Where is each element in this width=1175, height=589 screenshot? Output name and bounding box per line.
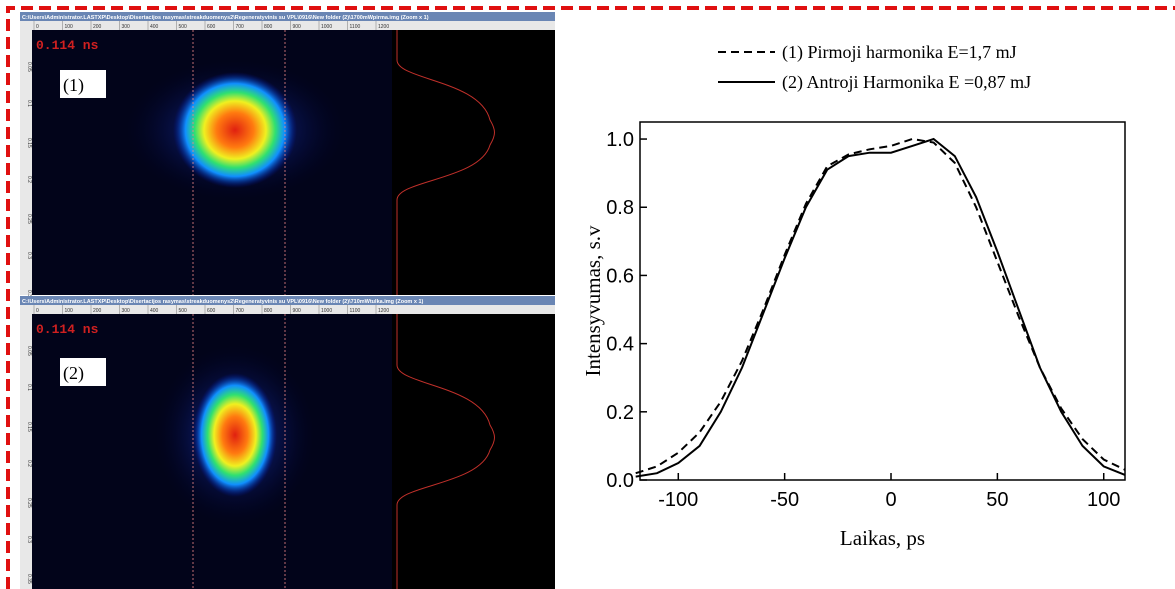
ruler-label: 200 bbox=[93, 308, 102, 314]
ruler-label: 300 bbox=[122, 308, 131, 314]
ruler-left-label: 0.15 bbox=[26, 138, 32, 148]
ruler-left-label: 0.2 bbox=[26, 176, 32, 183]
tag: (1) bbox=[63, 75, 84, 96]
ruler-label: 1100 bbox=[350, 24, 361, 30]
ruler-left-label: 0.25 bbox=[26, 498, 32, 508]
ruler-label: 0 bbox=[36, 308, 39, 314]
ruler-label: 700 bbox=[236, 308, 245, 314]
ruler-left-label: 0.2 bbox=[26, 460, 32, 467]
ruler bbox=[20, 305, 555, 314]
ruler-label: 400 bbox=[150, 308, 159, 314]
ruler-left-label: 0.35 bbox=[26, 290, 32, 300]
tag-box bbox=[60, 70, 106, 98]
ruler-label: 1000 bbox=[321, 24, 332, 30]
ruler-label: 900 bbox=[293, 24, 302, 30]
ruler-label: 0 bbox=[36, 24, 39, 30]
y-tick-label: 0.2 bbox=[606, 402, 634, 424]
ruler-left-label: 0.3 bbox=[26, 536, 32, 543]
ruler-left-label: 0.1 bbox=[26, 384, 32, 391]
beam bbox=[193, 373, 277, 497]
x-axis-label: Laikas, ps bbox=[840, 526, 925, 550]
x-tick-label: -50 bbox=[770, 489, 799, 511]
y-axis-label: Intensyvumas, s.v bbox=[581, 225, 605, 377]
ruler-left-label: 0.15 bbox=[26, 422, 32, 432]
streak-panel: C:\Users\Administrator.LASTXP\Desktop\Di… bbox=[20, 296, 555, 589]
ruler-left bbox=[20, 30, 32, 295]
ruler-left-label: 0.25 bbox=[26, 214, 32, 224]
line-series bbox=[635, 137, 1126, 478]
line-series bbox=[635, 137, 1126, 475]
ruler-label: 500 bbox=[179, 308, 188, 314]
y-tick-label: 0.8 bbox=[606, 197, 634, 219]
ruler-label: 900 bbox=[293, 308, 302, 314]
y-tick-label: 0.0 bbox=[606, 470, 634, 492]
time-label: 0.114 ns bbox=[36, 322, 99, 337]
ruler-label: 1200 bbox=[378, 24, 389, 30]
y-tick-label: 1.0 bbox=[606, 129, 634, 151]
legend-label: (1) Pirmoji harmonika E=1,7 mJ bbox=[782, 42, 1017, 63]
ruler bbox=[20, 21, 555, 30]
streak-panel: C:\Users\Administrator.LASTXP\Desktop\Di… bbox=[20, 12, 555, 300]
y-tick-label: 0.6 bbox=[606, 265, 634, 287]
ruler-label: 300 bbox=[122, 24, 131, 30]
ruler-left-label: 0.35 bbox=[26, 574, 32, 584]
legend-label: (2) Antroji Harmonika E =0,87 mJ bbox=[782, 72, 1031, 93]
ruler-label: 500 bbox=[179, 24, 188, 30]
frame bbox=[6, 6, 1175, 589]
title-bar bbox=[20, 12, 555, 21]
profile bbox=[396, 314, 495, 589]
ruler-label: 200 bbox=[93, 24, 102, 30]
ruler-label: 600 bbox=[207, 24, 216, 30]
ruler-label: 1100 bbox=[350, 308, 361, 314]
x-tick-label: 0 bbox=[885, 489, 896, 511]
time-label: 0.114 ns bbox=[36, 38, 99, 53]
ruler-label: 700 bbox=[236, 24, 245, 30]
ruler-label: 800 bbox=[264, 24, 273, 30]
ruler-label: 600 bbox=[207, 308, 216, 314]
ruler-left-label: 0.3 bbox=[26, 252, 32, 259]
ruler-label: 800 bbox=[264, 308, 273, 314]
tag: (2) bbox=[63, 363, 84, 384]
ruler-label: 400 bbox=[150, 24, 159, 30]
title-bar-text: C:\Users\Administrator.LASTXP\Desktop\Di… bbox=[22, 15, 429, 21]
ruler-left-label: 0.05 bbox=[26, 62, 32, 72]
tag-box bbox=[60, 358, 106, 386]
ruler-left-label: 0.05 bbox=[26, 346, 32, 356]
title-bar bbox=[20, 296, 555, 305]
ruler-left bbox=[20, 314, 32, 589]
title-bar-text: C:\Users\Administrator.LASTXP\Desktop\Di… bbox=[22, 299, 423, 305]
plot-frame bbox=[639, 121, 1126, 481]
ruler-label: 1000 bbox=[321, 308, 332, 314]
y-tick-label: 0.4 bbox=[606, 334, 634, 356]
x-tick-label: 100 bbox=[1087, 489, 1120, 511]
ruler-label: 100 bbox=[65, 24, 74, 30]
beam bbox=[173, 72, 297, 188]
chart: 0.0 0.2 0.4 0.6 0.8 1.0 -100 -50 0 50 100 Laikas, p… bbox=[581, 42, 1126, 550]
x-tick-label: -100 bbox=[658, 489, 698, 511]
x-tick-label: 50 bbox=[986, 489, 1008, 511]
ruler-left-label: 0.1 bbox=[26, 100, 32, 107]
ruler-label: 100 bbox=[65, 308, 74, 314]
ruler-label: 1200 bbox=[378, 308, 389, 314]
profile bbox=[396, 30, 495, 295]
